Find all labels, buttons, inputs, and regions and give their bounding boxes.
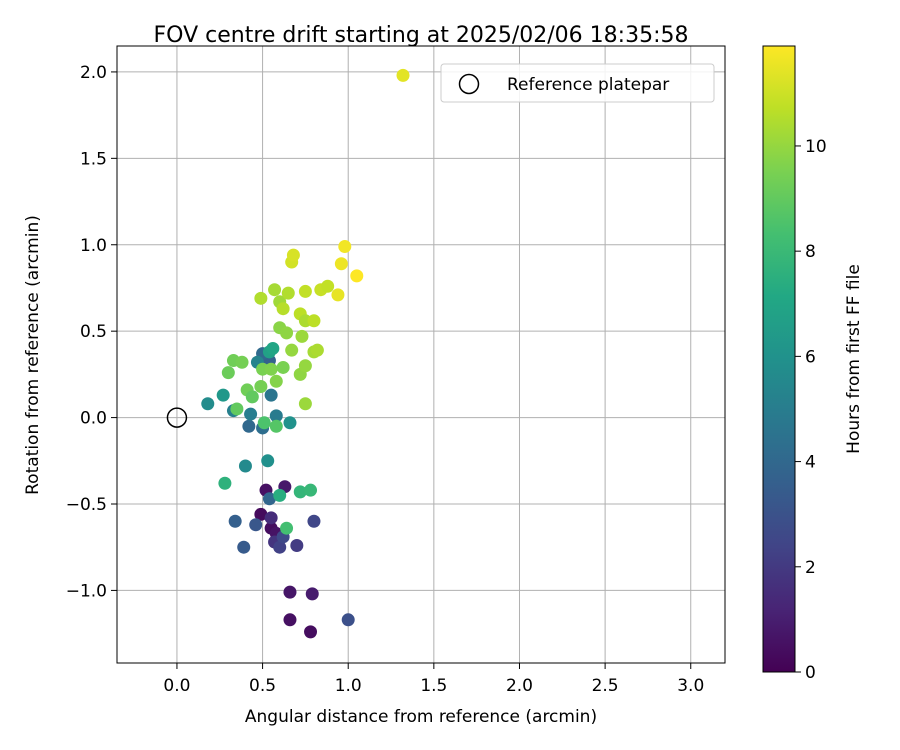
plot-frame <box>116 45 726 664</box>
data-point <box>249 518 263 532</box>
data-point <box>264 362 278 376</box>
data-point <box>334 257 348 271</box>
x-tick-label: 0.0 <box>163 676 190 696</box>
data-point <box>254 507 268 521</box>
data-point <box>269 409 283 423</box>
data-point <box>280 326 294 340</box>
data-point <box>295 329 309 343</box>
y-tick-label: 1.5 <box>80 149 107 169</box>
data-point <box>254 291 268 305</box>
data-point <box>321 279 335 293</box>
colorbar-tick-label: 10 <box>805 137 827 157</box>
data-point <box>307 514 321 528</box>
data-point <box>350 269 364 283</box>
colorbar-tick-label: 8 <box>805 242 816 262</box>
data-point <box>293 485 307 499</box>
colorbar-tick-label: 4 <box>805 453 816 473</box>
x-tick-label: 0.5 <box>249 676 276 696</box>
x-tick-label: 2.0 <box>506 676 533 696</box>
data-point <box>281 286 295 300</box>
grid-lines <box>117 46 725 663</box>
colorbar <box>762 45 796 673</box>
y-axis-ticks: −1.0 −0.5 0.0 0.5 1.0 1.5 2.0 <box>66 63 117 601</box>
data-point <box>396 68 410 82</box>
data-point <box>257 416 271 430</box>
data-point <box>273 488 287 502</box>
data-point <box>283 416 297 430</box>
data-points <box>201 68 410 639</box>
data-point <box>341 613 355 627</box>
data-point <box>276 360 290 374</box>
data-point <box>298 359 312 373</box>
data-point <box>245 390 259 404</box>
data-point <box>310 343 324 357</box>
data-point <box>283 585 297 599</box>
x-tick-label: 1.0 <box>335 676 362 696</box>
legend-reference-marker-icon <box>458 73 480 95</box>
data-point <box>305 587 319 601</box>
data-point <box>262 492 276 506</box>
legend: Reference platepar <box>440 63 715 103</box>
data-point <box>264 388 278 402</box>
data-point <box>283 613 297 627</box>
data-point <box>269 419 283 433</box>
data-point <box>290 538 304 552</box>
data-point <box>221 366 235 380</box>
data-point <box>238 459 252 473</box>
y-tick-label: 1.0 <box>80 236 107 256</box>
data-point <box>228 514 242 528</box>
data-point <box>201 397 215 411</box>
data-point <box>218 476 232 490</box>
data-point <box>244 407 258 421</box>
data-point <box>307 314 321 328</box>
data-point <box>273 540 287 554</box>
data-point <box>338 239 352 253</box>
colorbar-tick-label: 6 <box>805 347 816 367</box>
x-axis-ticks: 0.0 0.5 1.0 1.5 2.0 2.5 3.0 <box>163 663 704 696</box>
colorbar-label: Hours from first FF file <box>844 264 864 454</box>
data-point <box>266 341 280 355</box>
data-point <box>298 284 312 298</box>
data-point <box>264 511 278 525</box>
data-point <box>269 374 283 388</box>
chart-title: FOV centre drift starting at 2025/02/06 … <box>154 23 689 48</box>
data-point <box>304 625 318 639</box>
data-point <box>276 302 290 316</box>
data-point <box>261 454 275 468</box>
x-tick-label: 2.5 <box>592 676 619 696</box>
data-point <box>230 402 244 416</box>
y-tick-label: −1.0 <box>66 581 107 601</box>
x-tick-label: 1.5 <box>420 676 447 696</box>
legend-box <box>440 63 715 103</box>
colorbar-ticks: 0 2 4 6 8 10 <box>795 137 827 683</box>
legend-label: Reference platepar <box>507 75 669 95</box>
y-tick-label: 0.0 <box>80 409 107 429</box>
data-point <box>286 248 300 262</box>
data-point <box>237 540 251 554</box>
reference-marker-group <box>166 407 188 428</box>
y-tick-label: 2.0 <box>80 63 107 83</box>
data-point <box>298 397 312 411</box>
data-point <box>280 521 294 535</box>
data-point <box>216 388 230 402</box>
data-point <box>304 483 318 497</box>
data-point <box>268 283 282 297</box>
data-point <box>285 343 299 357</box>
colorbar-tick-label: 2 <box>805 558 816 578</box>
reference-platepar-marker <box>166 407 188 428</box>
y-tick-label: 0.5 <box>80 322 107 342</box>
y-tick-label: −0.5 <box>66 495 107 515</box>
colorbar-tick-label: 0 <box>805 663 816 683</box>
data-point <box>254 379 268 393</box>
data-point <box>242 419 256 433</box>
y-axis-label: Rotation from reference (arcmin) <box>23 215 43 495</box>
data-point <box>331 288 345 302</box>
x-tick-label: 3.0 <box>677 676 704 696</box>
data-point <box>235 355 249 369</box>
x-axis-label: Angular distance from reference (arcmin) <box>245 707 597 727</box>
